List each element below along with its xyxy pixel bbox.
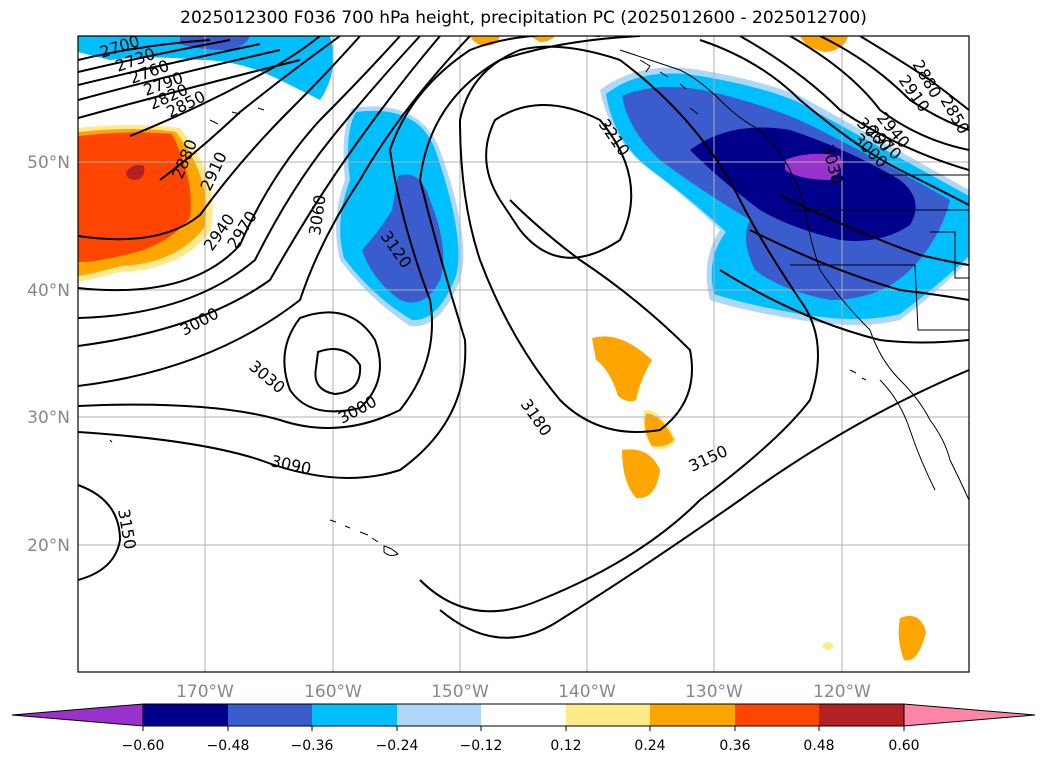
colorbar-segment — [566, 704, 650, 726]
colorbar-segment — [397, 704, 481, 726]
precip-positive-west-high — [78, 132, 191, 262]
lon-label: 170°W — [176, 682, 234, 702]
lon-label: 130°W — [685, 682, 743, 702]
colorbar-tick-label: 0.36 — [719, 738, 750, 754]
colorbar-tick-label: 0.12 — [550, 738, 581, 754]
lon-label: 150°W — [431, 682, 489, 702]
contour-3000-closed — [314, 348, 362, 396]
lon-label: 160°W — [304, 682, 362, 702]
lat-label: 50°N — [27, 153, 70, 173]
colorbar-arrow-left — [11, 703, 144, 727]
lon-label: 120°W — [813, 682, 871, 702]
precip-positive-west-max — [126, 164, 145, 180]
map-frame — [77, 35, 970, 673]
precip-negative-east-high — [690, 127, 916, 241]
precip-fill-layer — [78, 36, 969, 661]
coastlines — [109, 49, 969, 557]
colorbar: −0.60 −0.48 −0.36 −0.24 −0.12 0.12 0.24 … — [11, 703, 1036, 754]
precip-negative-central-mid — [362, 174, 444, 303]
longitude-labels: 170°W 160°W 150°W 140°W 130°W 120°W — [176, 682, 871, 702]
colorbar-tick-label: −0.36 — [291, 738, 334, 754]
precip-positive-subtropical-3 — [622, 449, 660, 499]
colorbar-tick-label: 0.24 — [634, 738, 665, 754]
colorbar-tick-label: 0.48 — [803, 738, 834, 754]
map-title: 2025012300 F036 700 hPa height, precipit… — [180, 8, 867, 28]
colorbar-arrow-right — [903, 703, 1036, 727]
precip-positive-subtropical-1 — [592, 336, 652, 402]
colorbar-segment — [481, 704, 566, 726]
colorbar-segment — [312, 704, 397, 726]
colorbar-segment — [650, 704, 735, 726]
latitude-labels: 50°N 40°N 30°N 20°N — [27, 153, 70, 556]
colorbar-tick-label: −0.60 — [122, 738, 165, 754]
lat-label: 20°N — [27, 536, 70, 556]
height-contours — [78, 36, 969, 639]
colorbar-segment — [143, 704, 228, 726]
colorbar-tick-label: −0.12 — [460, 738, 503, 754]
colorbar-segment — [819, 704, 904, 726]
lon-label: 140°W — [558, 682, 616, 702]
lat-label: 40°N — [27, 281, 70, 301]
colorbar-tick-label: −0.48 — [207, 738, 250, 754]
colorbar-segment — [735, 704, 819, 726]
contour-3030 — [283, 311, 381, 413]
precip-negative-east-max — [785, 153, 842, 180]
colorbar-segment — [228, 704, 312, 726]
lat-label: 30°N — [27, 408, 70, 428]
colorbar-tick-label: −0.24 — [376, 738, 419, 754]
colorbar-tick-label: 0.60 — [888, 738, 919, 754]
precip-positive-south-1 — [898, 615, 926, 661]
